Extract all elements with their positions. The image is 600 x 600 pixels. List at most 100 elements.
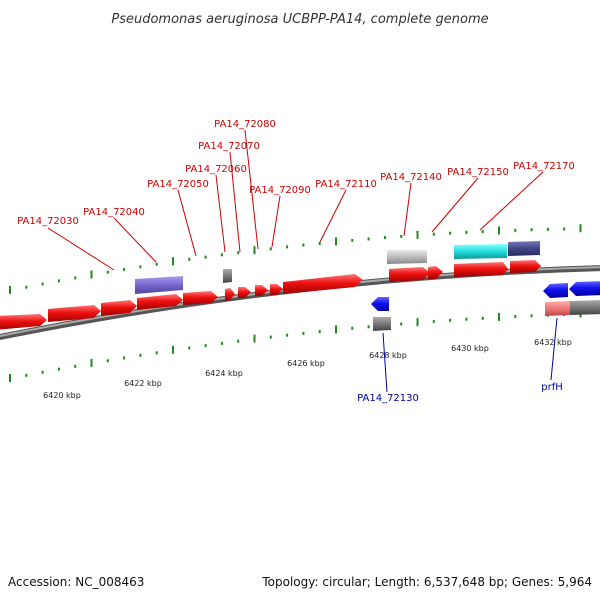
scale-tick-minor [400,322,403,326]
scale-tick-minor [302,243,305,247]
feature-box[interactable] [387,250,427,264]
scale-tick-major [335,325,337,334]
lower-features [373,300,600,331]
gene-arrow-forward[interactable] [225,288,235,301]
scale-tick-major [253,334,256,343]
gene-label[interactable]: PA14_72050 [147,179,209,190]
scale-tick-minor [481,316,484,320]
gene-arrow-reverse[interactable] [543,283,568,298]
gene-arrow-forward[interactable] [137,294,183,310]
feature-box[interactable] [570,300,600,315]
gene-arrow-forward[interactable] [428,266,443,279]
gene-arrow-forward[interactable] [454,262,508,277]
feature-box[interactable] [223,269,232,283]
gene-arrow-forward[interactable] [283,274,363,294]
scale-tick-minor [139,353,142,357]
scale-tick-minor [123,356,126,360]
feature-box[interactable] [454,244,507,259]
gene-label[interactable]: PA14_72040 [83,207,145,218]
scale-tick-major [172,257,174,266]
diagram-title: Pseudomonas aeruginosa UCBPP-PA14, compl… [111,12,488,27]
gene-label[interactable]: PA14_72070 [198,141,260,152]
scale-tick-minor [25,285,28,289]
scale-tick-minor [351,326,354,330]
scale-tick-minor [123,267,126,271]
gene-arrow-forward[interactable] [183,291,218,305]
scale-tick-minor [57,367,60,371]
scale-tick-minor [106,359,109,363]
reverse-strand-genes [371,281,600,311]
accession-text: Accession: NC_008463 [8,575,144,589]
feature-box[interactable] [545,301,570,316]
scale-tick-minor [530,314,533,318]
gene-arrow-reverse[interactable] [371,297,389,311]
scale-tick-minor [155,351,158,355]
scale-ticks-lower [9,309,582,382]
scale-tick-major [579,224,582,233]
genome-summary-text: Topology: circular; Length: 6,537,648 bp… [261,575,592,589]
gene-label[interactable]: PA14_72030 [17,216,79,227]
scale-tick-major [90,358,93,367]
gene-label[interactable]: PA14_72170 [513,161,575,172]
scale-tick-minor [25,373,28,377]
gene-label-reverse[interactable]: prfH [541,382,563,393]
scale-tick-major [416,318,419,327]
scale-tick-major [172,345,174,354]
scale-tick-major [335,237,337,246]
scale-tick-minor [481,230,484,234]
feature-box[interactable] [135,276,183,294]
gene-arrow-forward[interactable] [48,305,101,322]
scale-tick-major [498,226,500,235]
scale-tick-minor [269,335,272,339]
gene-arrow-forward[interactable] [255,285,268,296]
gene-arrow-forward[interactable] [270,284,283,295]
gene-label[interactable]: PA14_72140 [380,172,442,183]
scale-tick-minor [514,228,517,232]
scale-tick-minor [41,282,44,286]
scale-tick-minor [188,257,191,261]
scale-tick-minor [514,315,517,318]
scale-tick-minor [204,344,207,348]
gene-label[interactable]: PA14_72060 [185,164,247,175]
genome-backbone-highlight [0,266,600,338]
scale-tick-major [253,246,256,255]
scale-tick-minor [57,279,60,283]
scale-tick-minor [237,251,240,255]
gene-arrow-forward[interactable] [389,267,430,282]
gene-arrow-forward[interactable] [101,300,137,316]
scale-tick-minor [530,228,533,232]
gene-label[interactable]: PA14_72080 [214,119,276,130]
scale-tick-minor [269,247,272,251]
scale-tick-minor [318,242,321,245]
scale-tick-major [9,374,11,382]
gene-arrow-forward[interactable] [238,287,251,298]
scale-tick-minor [465,317,468,321]
gene-label[interactable]: PA14_72150 [447,167,509,178]
scale-tick-minor [302,331,305,335]
scale-tick-minor [106,270,109,274]
gene-label-reverse[interactable]: PA14_72130 [357,393,419,404]
gene-arrow-forward[interactable] [510,260,541,273]
feature-box[interactable] [508,241,540,256]
scale-tick-minor [351,238,354,242]
scale-tick-minor [74,276,77,280]
scale-tick-minor [432,319,435,323]
label-leader-lines [47,129,544,271]
scale-tick-minor [41,370,44,374]
gene-arrow-forward[interactable] [0,314,47,330]
scale-tick-minor [286,245,289,249]
gene-label[interactable]: PA14_72110 [315,179,377,190]
scale-tick-major [90,270,93,279]
gene-arrow-reverse[interactable] [569,281,600,296]
scale-tick-minor [465,230,468,234]
scale-tick-minor [367,325,370,329]
feature-box[interactable] [373,317,391,331]
gene-label[interactable]: PA14_72090 [249,185,311,196]
scale-tick-minor [220,341,223,345]
scale-tick-label: 6420 kbp [43,391,81,400]
scale-tick-minor [155,262,158,266]
scale-tick-major [416,230,419,239]
scale-tick-minor [563,227,566,231]
